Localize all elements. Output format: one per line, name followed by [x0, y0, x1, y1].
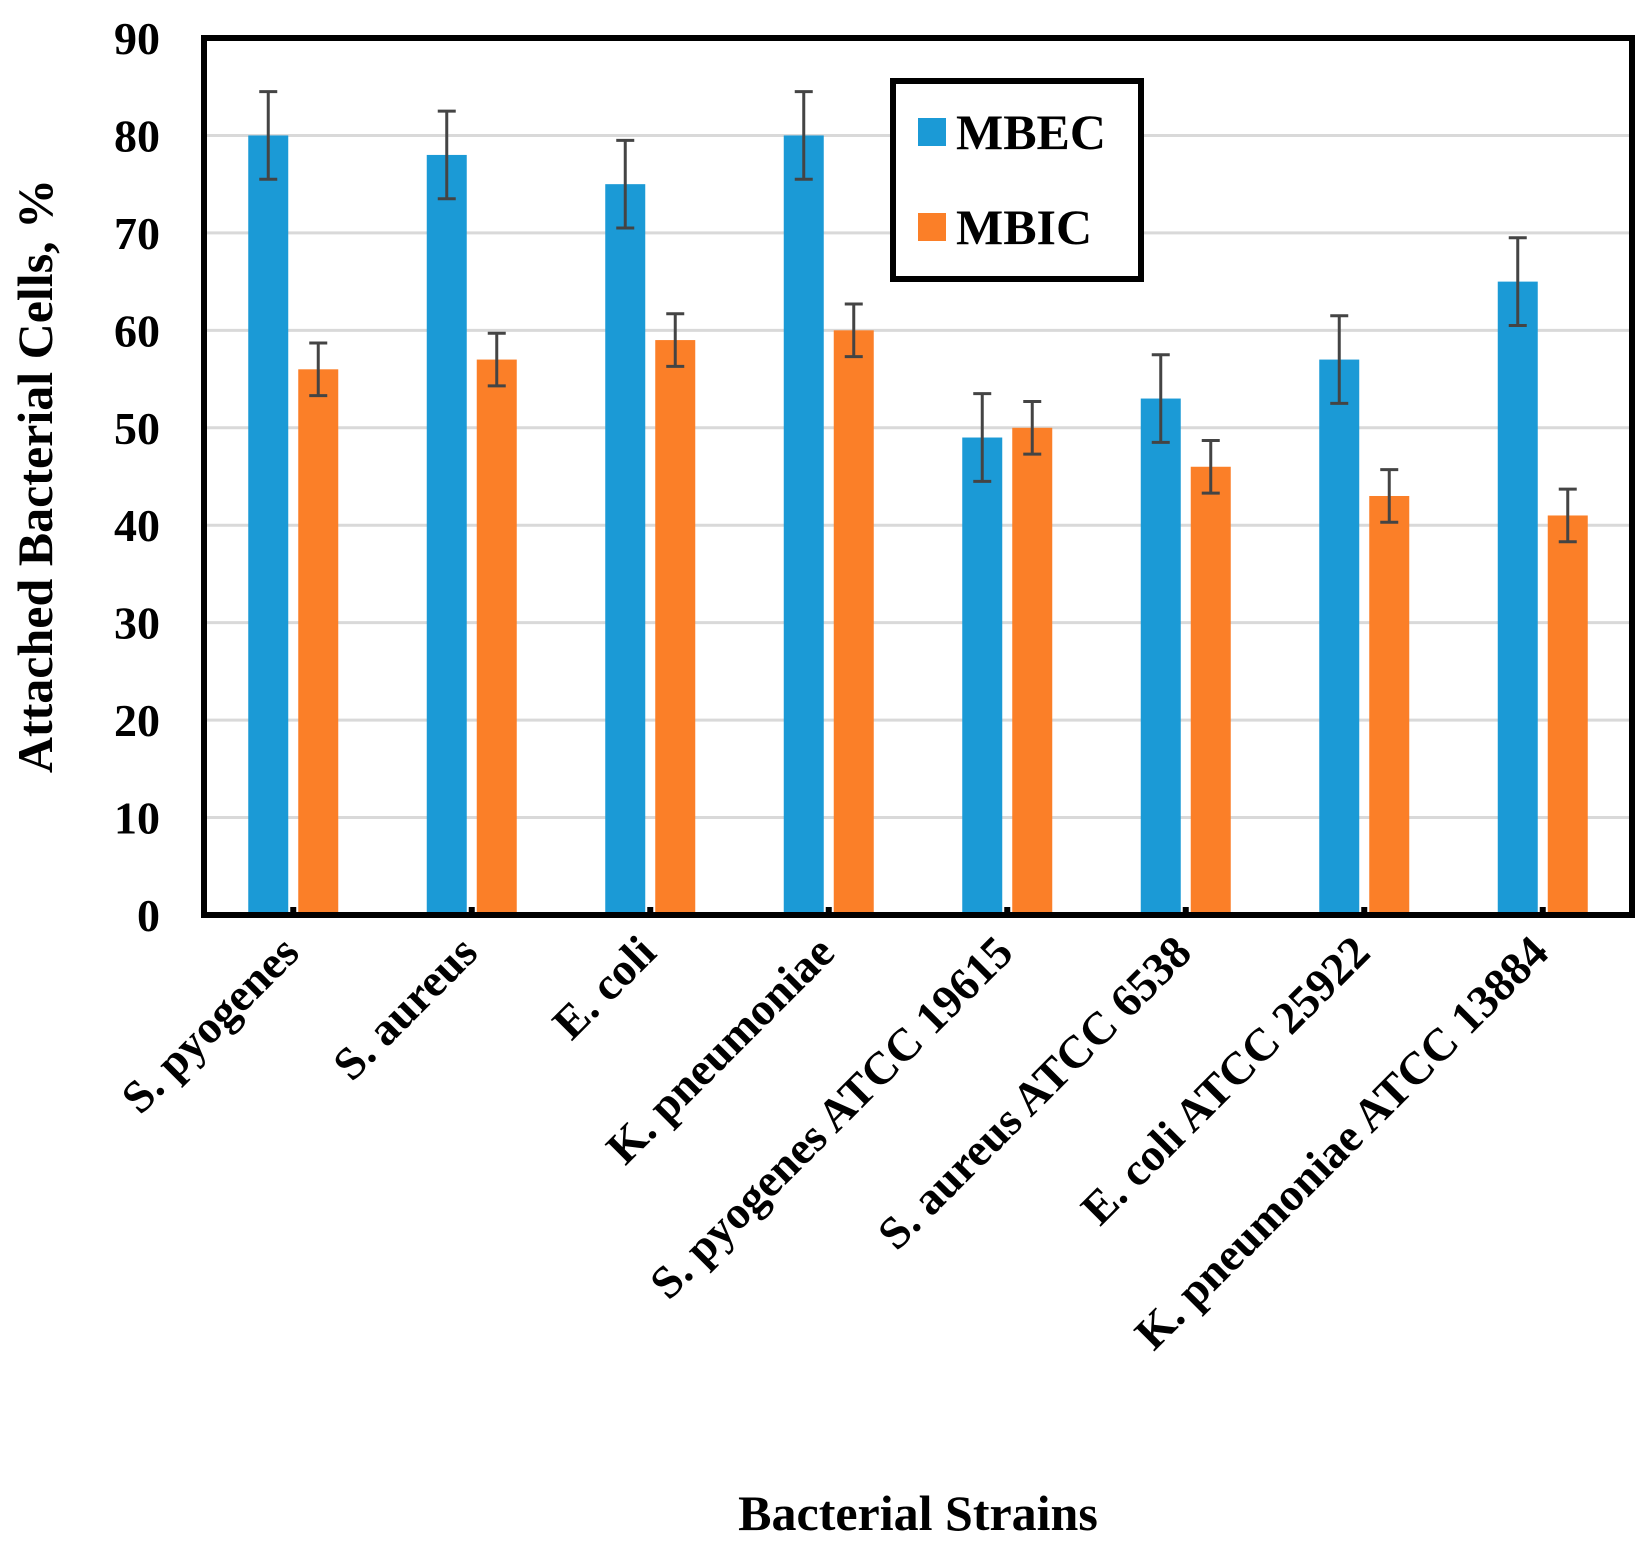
x-tick [1182, 907, 1189, 917]
y-tick-label: 90 [114, 13, 160, 64]
error-bar-mbic-4 [844, 302, 863, 359]
x-tick [1004, 907, 1011, 917]
error-bar-mbec-1 [259, 90, 278, 181]
plot-frame [201, 35, 1635, 918]
legend-swatch-mbic [918, 213, 946, 241]
legend: MBEC MBIC [890, 78, 1144, 282]
x-tick-marks [290, 907, 1546, 917]
y-tick-label: 50 [114, 403, 160, 454]
legend-box [890, 78, 1144, 282]
x-tick [825, 907, 832, 917]
bar-mbec-7 [1319, 359, 1360, 916]
legend-label-mbec: MBEC [956, 104, 1106, 160]
x-tick [1539, 907, 1546, 917]
y-axis-title: Attached Bacterial Cells, % [7, 179, 63, 773]
error-bar-mbec-6 [1151, 353, 1170, 444]
bar-mbic-6 [1190, 466, 1231, 915]
y-tick-label: 20 [114, 695, 160, 746]
bar-mbic-2 [476, 359, 517, 916]
error-bar-mbec-3 [616, 138, 635, 230]
bar-mbic-3 [655, 340, 696, 916]
bar-mbec-6 [1140, 398, 1181, 915]
x-tick-label: S. aureus [323, 926, 487, 1090]
bars [248, 135, 1588, 916]
bar-mbec-1 [248, 135, 289, 915]
error-bar-mbic-3 [666, 312, 685, 368]
error-bar-mbec-8 [1508, 236, 1527, 327]
error-bar-mbic-5 [1023, 399, 1042, 456]
x-tick [1361, 907, 1368, 917]
y-tick-labels: 0 10 20 30 40 50 60 70 80 90 [114, 13, 160, 941]
error-bar-mbic-7 [1380, 468, 1399, 524]
legend-swatch-mbec [918, 118, 946, 146]
bar-mbec-5 [962, 437, 1003, 915]
x-tick [290, 907, 297, 917]
x-tick [647, 907, 654, 917]
y-tick-label: 0 [137, 890, 160, 941]
x-axis-title: Bacterial Strains [738, 1485, 1098, 1541]
error-bar-mbic-2 [487, 331, 506, 388]
y-tick-label: 40 [114, 500, 160, 551]
error-bar-mbic-1 [309, 341, 328, 398]
bar-mbic-4 [833, 330, 874, 915]
bar-mbic-5 [1012, 427, 1053, 915]
bar-mbec-2 [426, 154, 467, 915]
x-tick-label: S. pyogenes ATCC 19615 [640, 926, 1022, 1308]
x-tick-label: E. coli [543, 926, 666, 1049]
y-tick-label: 10 [114, 793, 160, 844]
error-bars [259, 90, 1577, 544]
bar-mbec-3 [605, 184, 646, 915]
error-bar-mbec-7 [1330, 314, 1349, 405]
bar-mbic-1 [298, 369, 339, 915]
x-tick [468, 907, 475, 917]
x-tick-label: S. aureus ATCC 6538 [868, 926, 1201, 1259]
bar-mbic-8 [1547, 515, 1588, 915]
error-bar-mbec-2 [437, 109, 456, 201]
legend-label-mbic: MBIC [956, 199, 1092, 255]
y-tick-label: 60 [114, 305, 160, 356]
bar-mbec-4 [783, 135, 824, 915]
y-tick-label: 80 [114, 110, 160, 161]
error-bar-mbec-5 [973, 392, 992, 483]
error-bar-mbic-8 [1558, 487, 1577, 544]
error-bar-mbec-4 [794, 90, 813, 181]
x-tick-label: S. pyogenes [111, 926, 308, 1123]
y-tick-label: 70 [114, 208, 160, 259]
y-tick-label: 30 [114, 598, 160, 649]
bar-mbec-8 [1497, 281, 1538, 916]
error-bar-mbic-6 [1201, 438, 1220, 495]
bar-mbic-7 [1369, 495, 1410, 915]
